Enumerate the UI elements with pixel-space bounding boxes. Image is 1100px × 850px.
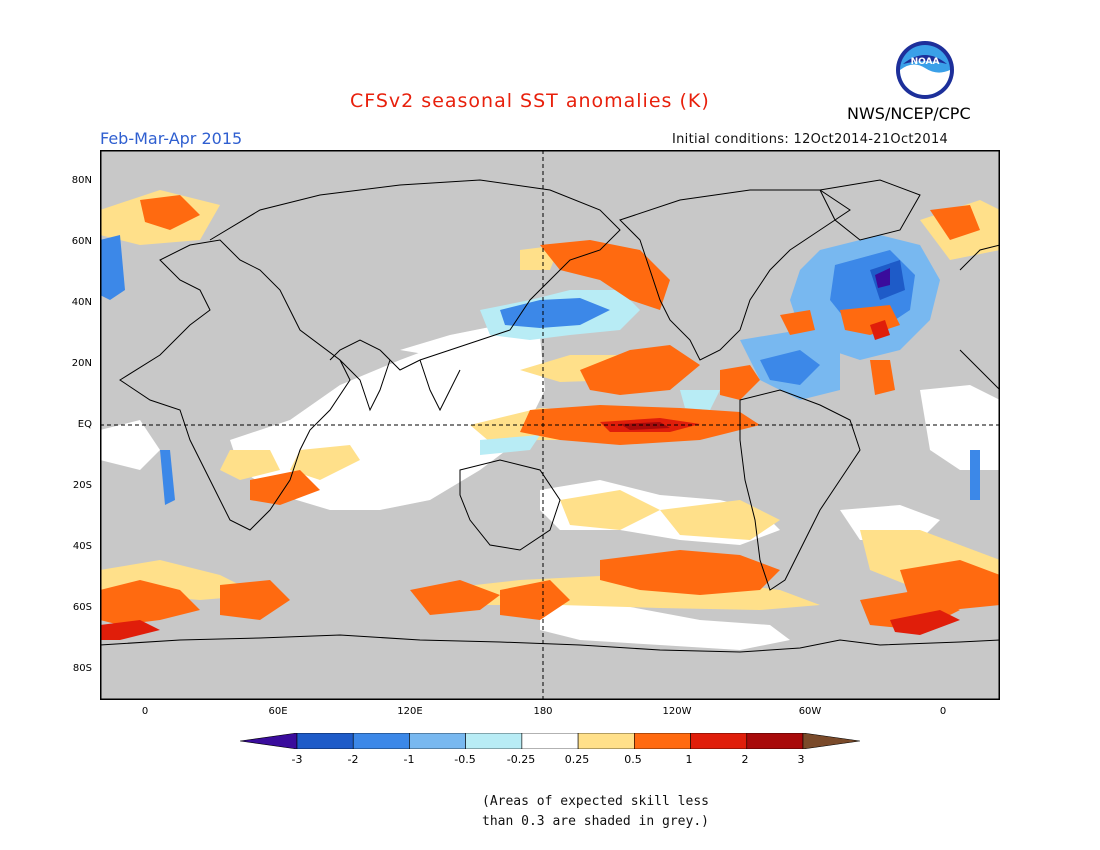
lon-label-0: 0 xyxy=(141,706,149,717)
noaa-logo: NOAA xyxy=(896,41,954,99)
colorbar-segment xyxy=(577,733,635,749)
colorbar-tick: 0.25 xyxy=(564,753,590,766)
agency-label: NWS/NCEP/CPC xyxy=(847,104,971,123)
colorbar-tick: -0.5 xyxy=(454,753,476,766)
lat-label-20n: 20N xyxy=(71,358,92,369)
lon-label-180: 180 xyxy=(533,706,553,717)
colorbar-segment xyxy=(409,733,466,749)
lat-label-80s: 80S xyxy=(72,663,92,674)
lat-label-40n: 40N xyxy=(71,297,92,308)
colorbar-segment xyxy=(746,733,804,749)
colorbar-segment xyxy=(690,733,748,749)
colorbar-tick: 0.5 xyxy=(624,753,642,766)
colorbar-arrow-high xyxy=(802,733,860,749)
colorbar-tick: -0.25 xyxy=(506,753,536,766)
colorbar-segment xyxy=(352,733,410,749)
colorbar-tick: 2 xyxy=(741,753,749,766)
colorbar-tick: -3 xyxy=(291,753,303,766)
colorbar-arrow-low xyxy=(240,733,298,749)
colorbar-tick: -1 xyxy=(403,753,415,766)
colorbar-tick: -2 xyxy=(347,753,359,766)
coastlines xyxy=(100,179,1000,653)
lat-label-60s: 60S xyxy=(72,602,92,613)
lon-label-0-east: 0 xyxy=(939,706,947,717)
lat-label-eq: EQ xyxy=(77,419,92,430)
forecast-period: Feb-Mar-Apr 2015 xyxy=(100,129,243,148)
lat-label-40s: 40S xyxy=(72,541,92,552)
map-title: CFSv2 seasonal SST anomalies (K) xyxy=(350,90,710,112)
sst-anomaly-map xyxy=(100,150,1000,700)
initial-conditions: Initial conditions: 12Oct2014-21Oct2014 xyxy=(672,132,949,147)
lat-label-20s: 20S xyxy=(72,480,92,491)
lon-label-60e: 60E xyxy=(268,706,288,717)
lon-label-120w: 120W xyxy=(662,706,692,717)
colorbar-segment xyxy=(465,733,523,749)
skill-note-line-2: than 0.3 are shaded in grey.) xyxy=(482,814,709,829)
colorbar-segment xyxy=(634,733,691,749)
skill-note-line-1: (Areas of expected skill less xyxy=(482,794,709,809)
colorbar-segment xyxy=(521,733,579,749)
skill-note: (Areas of expected skill less than 0.3 a… xyxy=(482,792,709,832)
logo-text: NOAA xyxy=(911,57,940,67)
lat-label-80n: 80N xyxy=(71,175,92,186)
colorbar-segment xyxy=(296,733,354,749)
cool-regions xyxy=(100,235,980,505)
map-border xyxy=(100,150,1000,700)
warm-regions xyxy=(100,195,1000,630)
lon-label-60w: 60W xyxy=(798,706,822,717)
colorbar-tick: 1 xyxy=(685,753,693,766)
lat-label-60n: 60N xyxy=(71,236,92,247)
colorbar-tick: 3 xyxy=(797,753,805,766)
lon-label-120e: 120E xyxy=(397,706,423,717)
color-scale xyxy=(240,733,860,749)
